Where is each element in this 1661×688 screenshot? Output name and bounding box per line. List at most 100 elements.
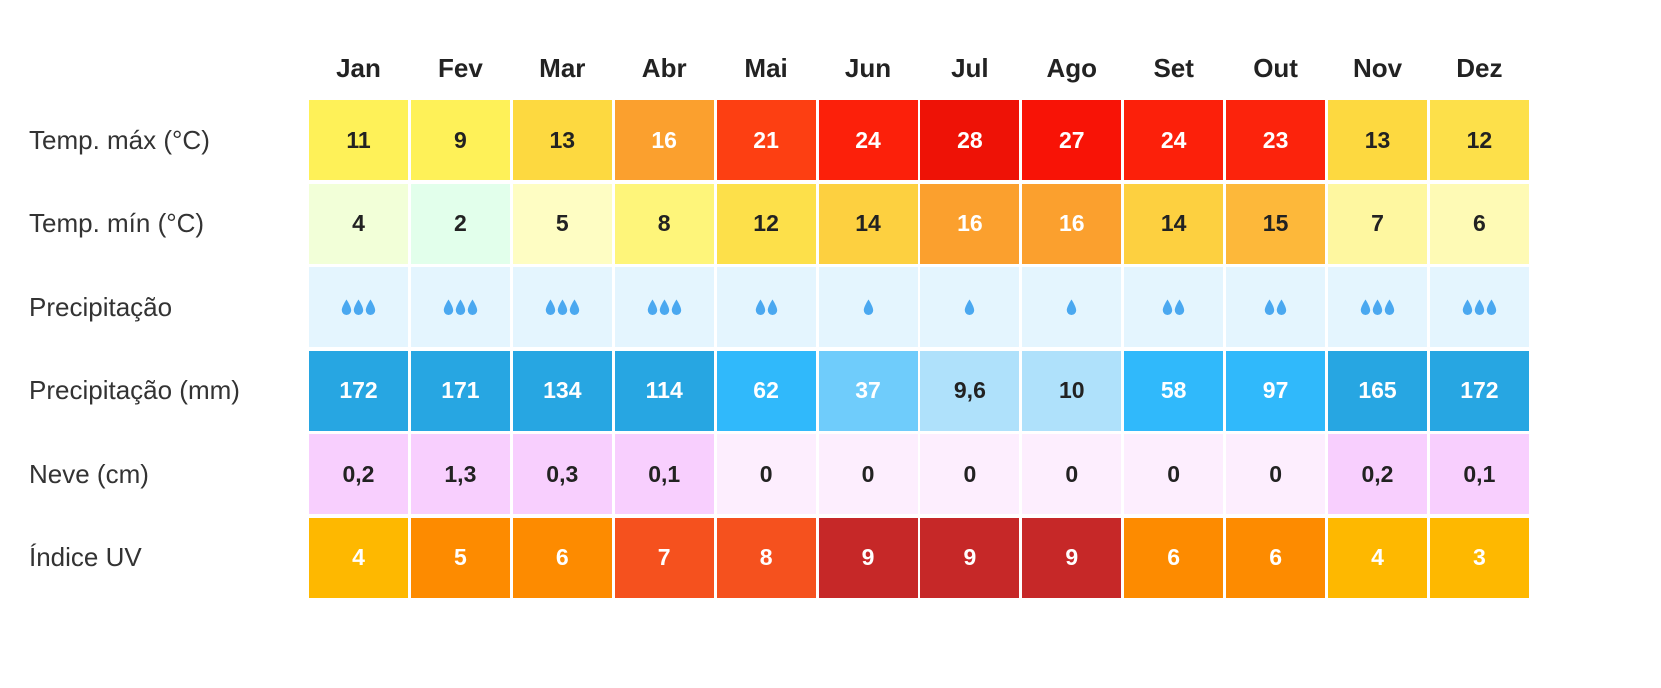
- value-cell: 0,1: [614, 434, 714, 514]
- value-cell: 15: [1226, 183, 1326, 264]
- value-cell: 62: [716, 350, 816, 431]
- value-cell: 6: [1226, 517, 1326, 598]
- value-cell: 9: [1022, 517, 1122, 598]
- value-cell: 4: [1328, 517, 1427, 598]
- raindrop-icon: [455, 299, 466, 315]
- cell-value: 12: [1466, 126, 1493, 153]
- cell-value: 172: [1460, 377, 1499, 403]
- raindrop-icon: [767, 299, 777, 315]
- cell-value: 9: [861, 544, 875, 570]
- cell-value: 0,1: [648, 460, 681, 487]
- cell-value: 24: [855, 126, 881, 153]
- row-label: Temp. máx (°C): [29, 124, 210, 155]
- cell-value: 0: [1167, 460, 1181, 487]
- value-cell: 9: [410, 100, 510, 180]
- cell-value: 0,1: [1463, 460, 1496, 487]
- value-cell: 24: [818, 100, 918, 180]
- value-cell: 114: [614, 350, 714, 431]
- value-cell: 58: [1124, 350, 1224, 431]
- value-cell: 0,1: [1429, 434, 1529, 514]
- raindrop-icon: [1474, 299, 1485, 315]
- cell-value: 0: [1065, 460, 1079, 487]
- month-header-nov: Nov: [1352, 52, 1403, 83]
- value-cell: 3: [1429, 517, 1529, 598]
- cell-value: 37: [855, 377, 881, 403]
- cell-value: 7: [657, 544, 671, 570]
- cell-value: 134: [543, 377, 582, 403]
- cell-value: 0: [1269, 460, 1282, 487]
- precipitation-level: [545, 299, 580, 316]
- raindrop-icon: [659, 299, 669, 315]
- cell-value: 23: [1262, 126, 1289, 153]
- value-cell: 5: [410, 517, 510, 598]
- month-header-fev: Fev: [437, 52, 483, 83]
- value-cell: 21: [716, 100, 816, 180]
- raindrop-icon: [1162, 299, 1173, 315]
- value-cell: 28: [920, 100, 1020, 180]
- cell-value: 6: [555, 544, 569, 570]
- raindrop-icon: [863, 299, 873, 315]
- raindrop-icon: [1486, 299, 1497, 315]
- value-cell: 8: [716, 517, 816, 598]
- raindrop-icon: [647, 299, 657, 315]
- precipitation-cell: [1328, 267, 1427, 347]
- raindrop-icon: [1462, 299, 1473, 315]
- precipitation-level: [1360, 299, 1395, 316]
- raindrop-icon: [569, 299, 579, 315]
- cell-value: 7: [1371, 210, 1384, 236]
- precipitation-level: [1462, 299, 1497, 316]
- value-cell: 9: [818, 517, 918, 598]
- cell-value: 4: [352, 210, 365, 236]
- value-cell: 14: [818, 183, 918, 264]
- month-header-mar: Mar: [539, 52, 586, 83]
- cell-value: 0,2: [1361, 460, 1394, 487]
- cell-value: 14: [1160, 210, 1187, 236]
- raindrop-icon: [1174, 299, 1185, 315]
- cell-value: 27: [1059, 126, 1085, 153]
- value-cell: 10: [1022, 350, 1122, 431]
- raindrop-icon: [1264, 299, 1275, 315]
- value-cell: 8: [614, 183, 714, 264]
- cell-value: 114: [645, 377, 683, 403]
- value-cell: 165: [1328, 350, 1427, 431]
- cell-value: 1,3: [444, 460, 477, 487]
- precipitation-cell: [818, 267, 918, 347]
- precipitation-level: [341, 299, 376, 316]
- value-cell: 172: [309, 350, 408, 431]
- cell-value: 24: [1160, 126, 1187, 153]
- value-cell: 6: [1429, 183, 1529, 264]
- raindrop-icon: [1276, 299, 1287, 315]
- value-cell: 6: [512, 517, 612, 598]
- value-cell: 0: [1022, 434, 1122, 514]
- cell-value: 10: [1059, 377, 1085, 403]
- cell-value: 15: [1262, 210, 1289, 236]
- raindrop-icon: [341, 299, 352, 315]
- value-cell: 9: [920, 517, 1020, 598]
- cell-value: 4: [352, 544, 365, 570]
- value-cell: 16: [614, 100, 714, 180]
- month-header-jan: Jan: [336, 52, 381, 83]
- cell-value: 165: [1358, 377, 1397, 403]
- cell-value: 16: [1059, 210, 1085, 236]
- cell-value: 21: [753, 126, 779, 153]
- cell-value: 171: [441, 377, 480, 403]
- value-cell: 0: [1226, 434, 1326, 514]
- value-cell: 13: [1328, 100, 1427, 180]
- month-header-dez: Dez: [1456, 52, 1503, 83]
- month-header-abr: Abr: [641, 52, 687, 83]
- cell-value: 0,3: [546, 460, 579, 487]
- value-cell: 4: [309, 517, 408, 598]
- month-header-ago: Ago: [1046, 52, 1098, 83]
- value-cell: 37: [818, 350, 918, 431]
- precipitation-level: [1264, 299, 1287, 316]
- cell-value: 97: [1262, 377, 1289, 403]
- precipitation-level: [647, 299, 682, 316]
- raindrop-icon: [545, 299, 555, 315]
- cell-value: 12: [753, 210, 779, 236]
- cell-value: 13: [549, 126, 576, 153]
- value-cell: 172: [1429, 350, 1529, 431]
- value-cell: 171: [410, 350, 510, 431]
- precipitation-cell: [309, 267, 408, 347]
- row-label: Neve (cm): [29, 458, 149, 489]
